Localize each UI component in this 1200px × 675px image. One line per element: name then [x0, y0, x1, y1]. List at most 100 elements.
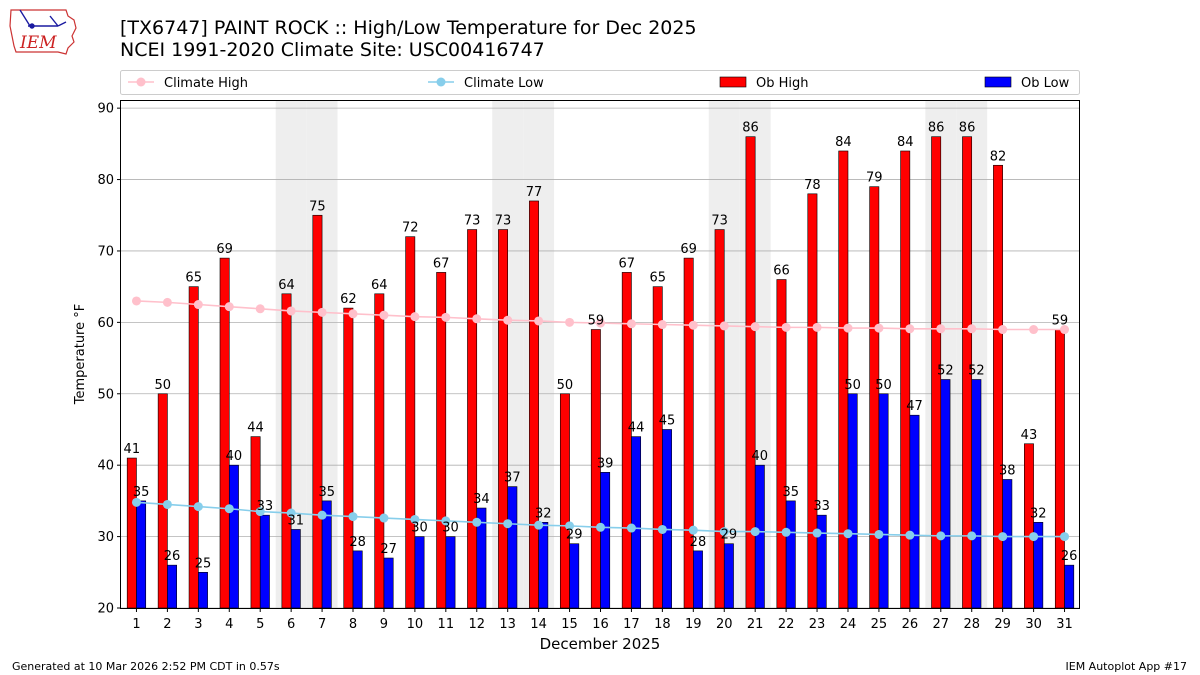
- logo-text: IEM: [19, 33, 57, 53]
- climate-low-point-1: [131, 497, 141, 507]
- ob-high-label-20: 73: [711, 214, 728, 229]
- y-axis-label: Temperature °F: [73, 304, 88, 405]
- ob-high-label-2: 50: [154, 378, 171, 393]
- ob-high-label-5: 44: [247, 421, 264, 436]
- ob-high-label-23: 78: [804, 178, 821, 193]
- climate-high-point-18: [657, 320, 667, 330]
- ob-low-label-11: 30: [442, 521, 459, 536]
- x-tick-label-12: 12: [468, 617, 485, 632]
- ob-high-label-27: 86: [928, 121, 945, 136]
- y-tick-label-20: 20: [97, 602, 114, 617]
- ob-low-label-21: 40: [752, 449, 769, 464]
- ob-low-bar-14: [538, 522, 549, 609]
- climate-low-point-13: [503, 519, 513, 529]
- ob-high-bar-20: [714, 229, 725, 609]
- climate-high-point-7: [317, 307, 327, 317]
- ob-low-label-4: 40: [226, 449, 243, 464]
- app-credit: IEM Autoplot App #17: [1065, 660, 1188, 673]
- ob-low-label-19: 28: [690, 535, 707, 550]
- ob-high-bar-21: [745, 136, 756, 609]
- y-tick-label-90: 90: [97, 102, 114, 117]
- legend-ob-high-swatch: [719, 76, 747, 88]
- climate-high-point-19: [688, 320, 698, 330]
- ob-high-label-31: 59: [1052, 314, 1069, 329]
- chart-subtitle: NCEI 1991-2020 Climate Site: USC00416747: [120, 39, 545, 61]
- x-tick-label-2: 2: [163, 617, 171, 632]
- x-tick-label-21: 21: [747, 617, 764, 632]
- x-tick-label-9: 9: [380, 617, 388, 632]
- climate-high-point-25: [874, 323, 884, 333]
- ob-low-label-10: 30: [411, 521, 428, 536]
- x-tick-label-26: 26: [902, 617, 919, 632]
- ob-low-bar-13: [507, 486, 518, 609]
- ob-low-label-29: 38: [999, 463, 1016, 478]
- climate-low-point-20: [719, 527, 729, 537]
- ob-low-label-9: 27: [380, 542, 397, 557]
- ob-low-label-22: 35: [782, 485, 799, 500]
- ob-low-label-27: 52: [937, 363, 954, 378]
- climate-high-point-11: [441, 312, 451, 322]
- ob-low-bar-22: [785, 500, 796, 609]
- ob-low-bar-29: [1002, 479, 1013, 609]
- x-tick-label-28: 28: [963, 617, 980, 632]
- ob-high-label-9: 64: [371, 278, 388, 293]
- x-tick-label-23: 23: [809, 617, 826, 632]
- climate-high-point-24: [843, 323, 853, 333]
- climate-high-point-23: [812, 322, 822, 332]
- x-tick-label-16: 16: [592, 617, 609, 632]
- ob-low-label-20: 29: [721, 528, 738, 543]
- ob-high-bar-26: [900, 150, 911, 609]
- ob-low-bar-18: [662, 429, 672, 609]
- ob-low-label-12: 34: [473, 492, 490, 507]
- bars: [126, 136, 1075, 609]
- climate-low-point-2: [162, 499, 172, 509]
- ob-low-label-25: 50: [875, 378, 892, 393]
- x-tick-label-6: 6: [287, 617, 295, 632]
- ob-low-label-8: 28: [349, 535, 366, 550]
- climate-low-point-14: [534, 520, 544, 530]
- x-tick-label-20: 20: [716, 617, 733, 632]
- ob-high-label-11: 67: [433, 256, 450, 271]
- ob-low-bar-9: [383, 557, 394, 609]
- climate-high-point-16: [596, 318, 605, 328]
- ob-high-label-15: 50: [557, 378, 574, 393]
- climate-high-point-2: [162, 297, 172, 307]
- climate-high-point-8: [348, 309, 358, 319]
- ob-high-bar-7: [312, 214, 323, 609]
- ob-high-bar-5: [250, 436, 261, 609]
- ob-low-label-14: 32: [535, 506, 552, 521]
- ob-high-bar-8: [343, 307, 354, 609]
- y-tick-label-70: 70: [97, 244, 114, 259]
- x-tick-label-5: 5: [256, 617, 264, 632]
- weather-station-icon: [19, 9, 67, 29]
- y-tick-label-50: 50: [97, 387, 114, 402]
- ob-high-label-12: 73: [464, 214, 481, 229]
- ob-low-bar-21: [754, 464, 765, 609]
- ob-high-label-22: 66: [773, 264, 790, 279]
- ob-high-label-8: 62: [340, 292, 357, 307]
- x-tick-label-31: 31: [1056, 617, 1073, 632]
- iem-logo: IEM: [9, 9, 77, 55]
- ob-high-label-28: 86: [959, 121, 976, 136]
- ob-low-label-30: 32: [1030, 506, 1047, 521]
- ob-low-label-17: 44: [628, 421, 645, 436]
- ob-low-bar-1: [136, 500, 147, 609]
- ob-high-bar-13: [498, 229, 508, 609]
- ob-high-label-17: 67: [619, 256, 636, 271]
- x-tick-label-25: 25: [871, 617, 888, 632]
- ob-high-label-3: 65: [185, 271, 202, 286]
- ob-low-bar-19: [693, 550, 703, 609]
- x-tick-label-15: 15: [561, 617, 578, 632]
- ob-low-bar-4: [228, 464, 239, 609]
- x-axis-label: December 2025: [540, 635, 661, 653]
- legend-ob-low-label: Ob Low: [1021, 76, 1070, 91]
- climate-high-point-31: [1060, 325, 1070, 335]
- climate-high-point-13: [503, 315, 513, 325]
- climate-low-point-7: [317, 510, 327, 520]
- ob-low-bar-6: [290, 529, 301, 609]
- ob-low-label-7: 35: [318, 485, 335, 500]
- ob-low-bar-2: [167, 564, 177, 609]
- ob-high-label-13: 73: [495, 214, 512, 229]
